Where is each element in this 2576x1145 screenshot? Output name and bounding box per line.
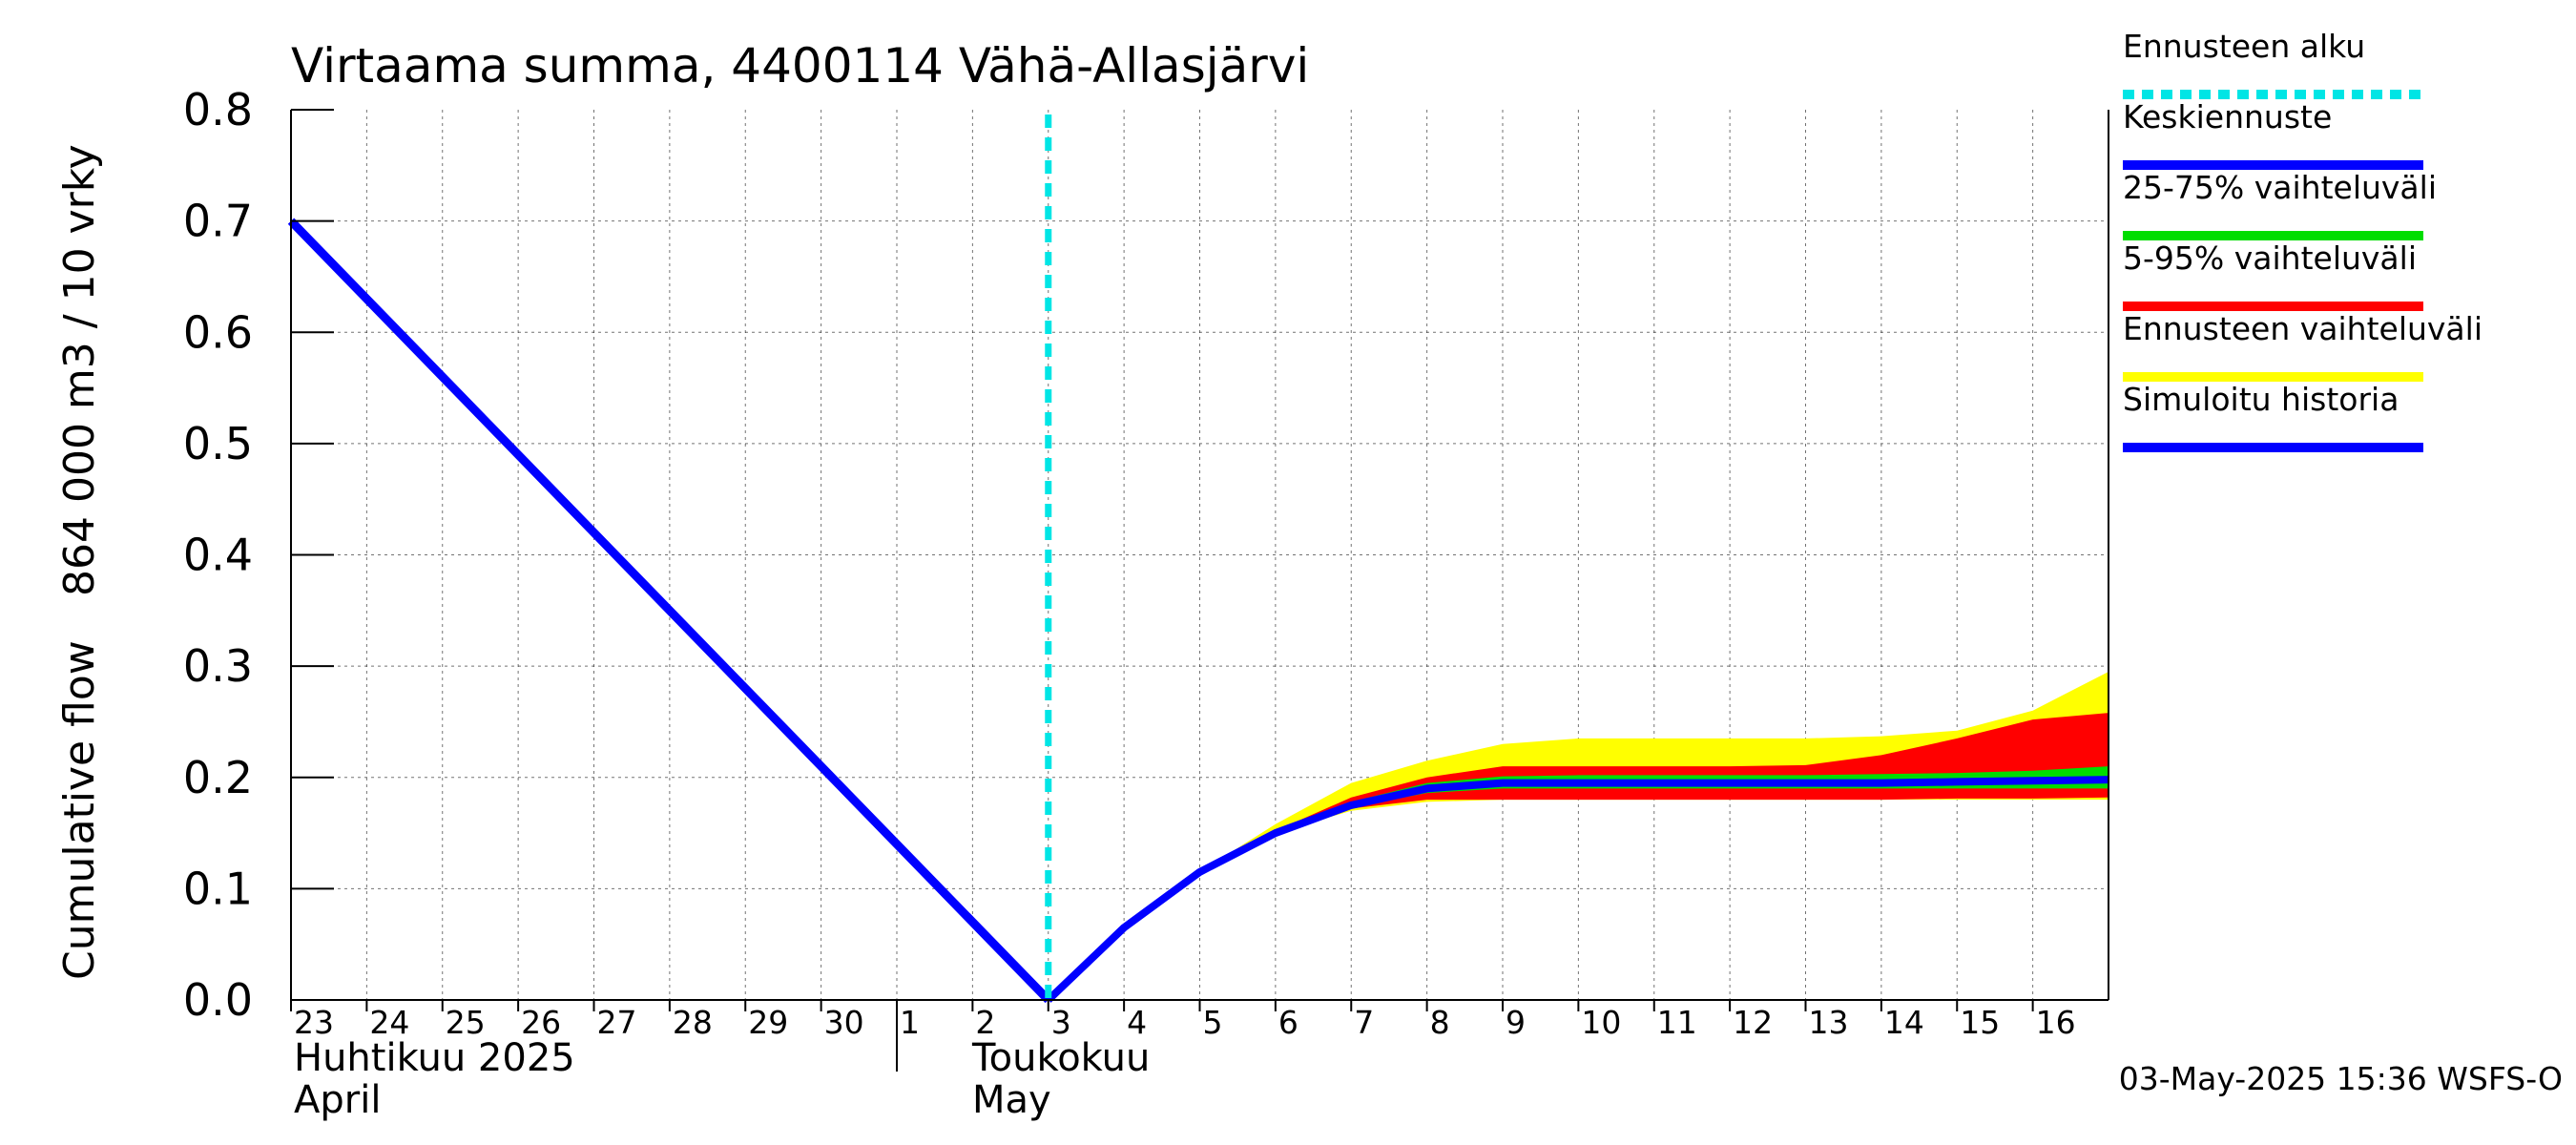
x-tick-label: 14 [1884,1004,1924,1041]
x-tick-label: 25 [446,1004,486,1041]
grid-lines [291,110,2109,1000]
y-tick-label: 0.5 [183,418,253,469]
x-tick-label: 23 [294,1004,334,1041]
x-tick-label: 12 [1733,1004,1773,1041]
chart-title: Virtaama summa, 4400114 Vähä-Allasjärvi [291,38,1309,94]
x-tick-label: 3 [1051,1004,1071,1041]
x-tick-label: 8 [1430,1004,1450,1041]
y-tick-label: 0.6 [183,306,253,358]
x-tick-labels: 23 24 25 26 27 28 29 30 1 2 3 4 5 6 7 8 9 10 11 12 13 14 15 16 [294,1004,2076,1041]
x-tick-label: 5 [1203,1004,1223,1041]
x-tick-label: 15 [1960,1004,2000,1041]
x-tick-label: 10 [1581,1004,1621,1041]
simulated-history-line [287,218,1051,1004]
x-tick-label: 13 [1809,1004,1849,1041]
timestamp-footer: 03-May-2025 15:36 WSFS-O [2119,1060,2563,1097]
y-tick-label: 0.3 [183,640,253,692]
x-tick-label: 4 [1127,1004,1147,1041]
series-lines [287,114,2109,1004]
x-tick-label: 9 [1506,1004,1526,1041]
legend-label: Simuloitu historia [2123,381,2399,418]
y-axis-label-line1: Cumulative flow [55,640,104,980]
y-axis-label-line2: 864 000 m3 / 10 vrky [55,144,104,596]
x-tick-label: 7 [1354,1004,1374,1041]
x-tick-label: 1 [900,1004,920,1041]
legend-label: 25-75% vaihteluväli [2123,169,2437,206]
month-label-april-en: April [294,1078,381,1122]
legend-label: Ennusteen alku [2123,28,2365,65]
legend-label: Keskiennuste [2123,98,2332,135]
y-tick-label: 0.0 [183,974,253,1026]
legend-label: 5-95% vaihteluväli [2123,239,2417,277]
x-tick-label: 16 [2036,1004,2076,1041]
y-tick-labels: 0.0 0.1 0.2 0.3 0.4 0.5 0.6 0.7 0.8 [183,84,253,1026]
x-tick-label: 6 [1278,1004,1298,1041]
y-tick-label: 0.2 [183,752,253,803]
x-tick-label: 30 [824,1004,864,1041]
band-ennusteen-vaihteluv-li [1048,671,2109,1000]
axes [290,109,2109,1072]
legend-label: Ennusteen vaihteluväli [2123,310,2483,347]
x-tick-label: 29 [748,1004,788,1041]
y-tick-label: 0.7 [183,196,253,247]
month-label-may-fi: Toukokuu [971,1036,1150,1080]
y-tick-label: 0.8 [183,84,253,135]
y-tick-label: 0.1 [183,863,253,914]
x-tick-label: 27 [597,1004,637,1041]
x-tick-label: 28 [673,1004,713,1041]
median-forecast-line [1045,776,2109,1003]
x-tick-label: 24 [369,1004,409,1041]
x-tick-label: 2 [975,1004,995,1041]
month-label-may-en: May [972,1078,1051,1122]
y-tick-label: 0.4 [183,530,253,581]
x-tick-label: 26 [521,1004,561,1041]
legend: Ennusteen alku Keskiennuste 25-75% vaihtel… [2123,28,2483,452]
month-label-april-fi: Huhtikuu 2025 [294,1036,575,1080]
x-tick-label: 11 [1657,1004,1697,1041]
